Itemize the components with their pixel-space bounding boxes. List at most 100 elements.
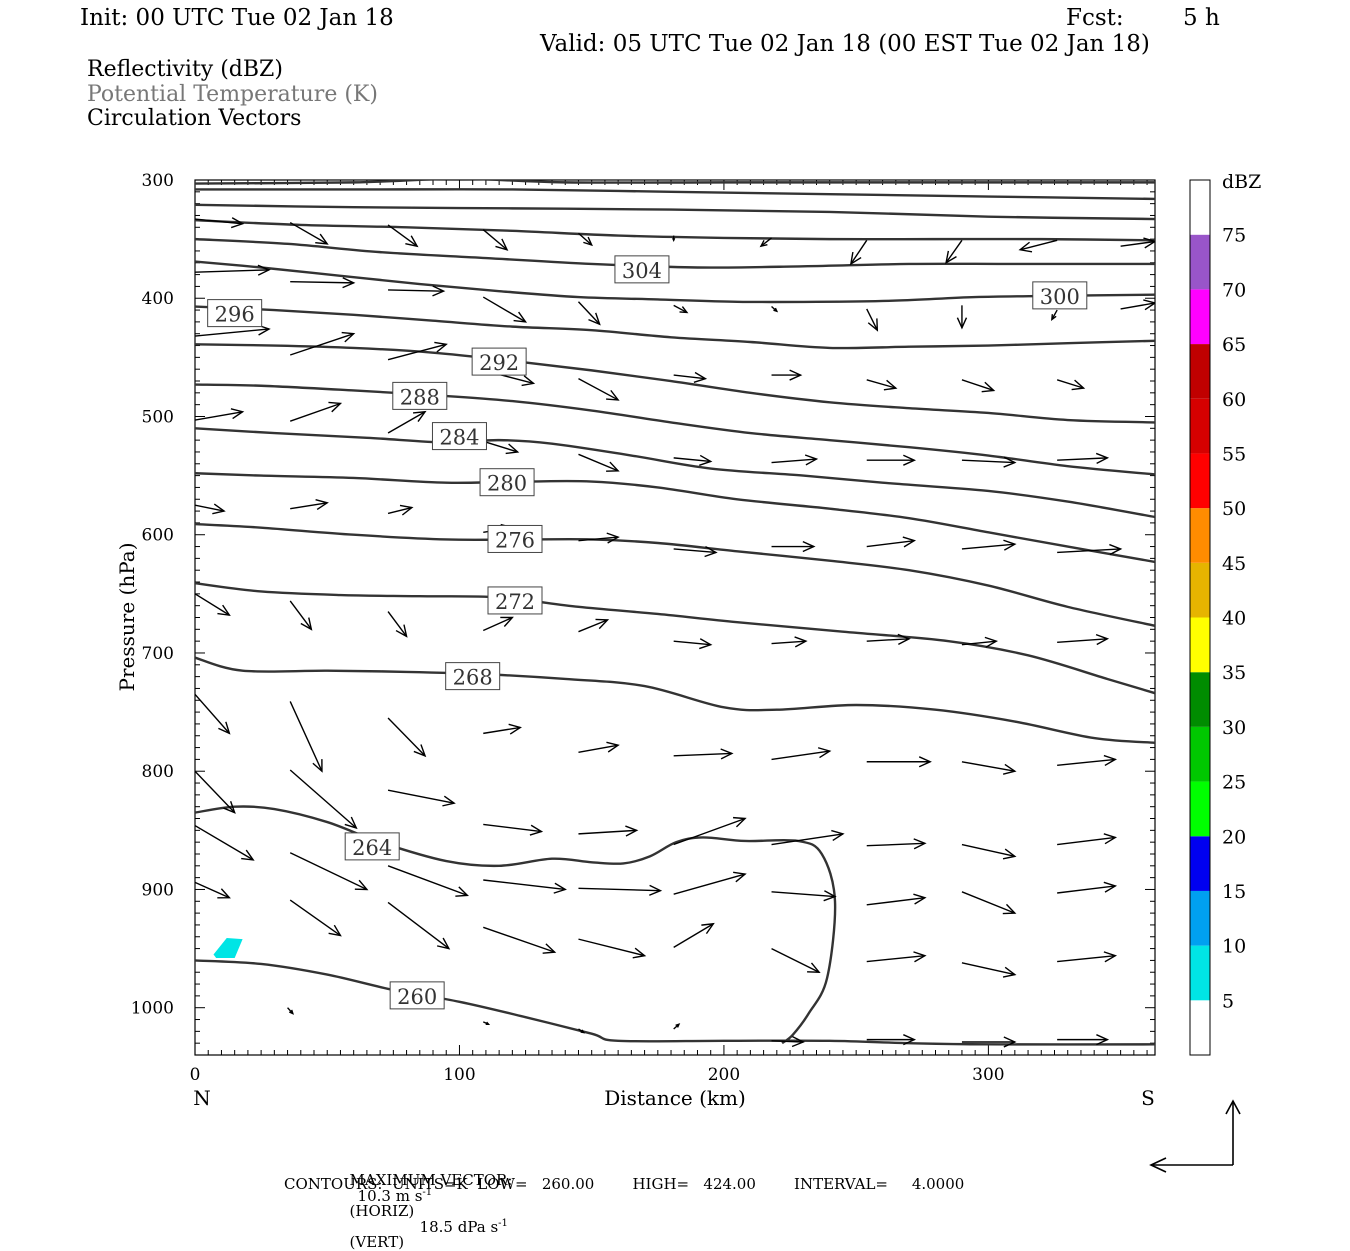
- vector-shaft: [289, 221, 328, 245]
- contour-label-text: 304: [622, 259, 662, 283]
- vector-head: [913, 838, 927, 850]
- circulation-vector: [1056, 379, 1086, 391]
- circulation-vector: [961, 636, 999, 648]
- vector-shaft: [290, 502, 328, 510]
- colorbar-level-label: 65: [1222, 334, 1246, 356]
- vector-head: [773, 307, 779, 313]
- vector-shaft: [771, 947, 820, 973]
- vector-head: [413, 744, 427, 758]
- vector-head: [984, 636, 999, 648]
- vector-shaft: [387, 506, 413, 515]
- colorbar-swatch: [1190, 672, 1210, 727]
- y-tick-label: 600: [142, 526, 174, 546]
- vector-head: [649, 884, 663, 896]
- circulation-vector: [287, 1007, 294, 1015]
- vector-shaft: [961, 640, 997, 646]
- circulation-vector: [578, 378, 620, 401]
- y-tick-label: 900: [142, 880, 174, 900]
- vector-shaft: [673, 640, 711, 646]
- circulation-vector: [1057, 951, 1118, 963]
- fcst-value: 5 h: [1183, 5, 1220, 31]
- circulation-vector: [771, 1036, 805, 1048]
- vector-head: [1143, 237, 1155, 249]
- circulation-vector: [289, 401, 343, 422]
- vector-head: [315, 233, 329, 245]
- vector-head: [1103, 754, 1118, 767]
- contour-label-box: [392, 381, 448, 410]
- valid-time: Valid: 05 UTC Tue 02 Jan 18 (00 EST Tue …: [540, 31, 1150, 57]
- vector-head: [288, 1009, 294, 1015]
- vector-head: [817, 747, 832, 759]
- theta-contour-284: [195, 427, 1155, 519]
- circulation-vector: [195, 770, 236, 814]
- vector-shaft: [289, 899, 341, 937]
- x-axis: 0 100 200 300: [190, 1065, 1005, 1085]
- vector-head: [902, 536, 917, 548]
- circulation-vector: [771, 636, 808, 648]
- circulation-vector: [483, 879, 567, 894]
- vector-shaft: [961, 459, 1015, 464]
- colorbar-swatch: [1190, 180, 1210, 235]
- vector-shaft: [945, 239, 963, 264]
- colorbar-swatch: [1190, 890, 1210, 946]
- circulation-vector: [578, 618, 610, 633]
- contour-label-text: 260: [397, 985, 437, 1009]
- circulation-vector: [673, 638, 713, 650]
- vector-head: [701, 922, 715, 935]
- vector-shaft: [961, 962, 1015, 976]
- vector-shaft: [1120, 302, 1155, 310]
- circulation-vector: [578, 232, 593, 247]
- y-tick-label: 300: [142, 171, 174, 191]
- circulation-vector: [1051, 309, 1058, 322]
- vert-tag: (VERT): [349, 1233, 405, 1251]
- circulation-vector: [195, 881, 231, 899]
- vector-head: [413, 410, 427, 422]
- vector-shaft: [866, 897, 926, 906]
- circulation-vectors: [195, 217, 1155, 1048]
- colorbar-level-label: 30: [1222, 717, 1246, 739]
- circulation-vector: [289, 899, 342, 937]
- vector-head: [595, 618, 610, 630]
- circulation-vector: [866, 308, 879, 332]
- circulation-vector: [388, 285, 446, 297]
- circulation-vector: [866, 379, 898, 391]
- contour-label-text: 268: [453, 666, 493, 690]
- circulation-vector: [387, 717, 427, 758]
- vector-head: [553, 882, 567, 894]
- circulation-vector: [1057, 452, 1110, 464]
- contour-label-text: 264: [352, 836, 392, 860]
- reflectivity-cell: [213, 937, 243, 959]
- vector-head: [849, 251, 862, 266]
- vector-head: [505, 443, 520, 455]
- vector-head: [542, 943, 557, 954]
- vector-head: [1109, 543, 1123, 556]
- circulation-vector: [387, 410, 427, 434]
- vector-shaft: [1057, 885, 1116, 894]
- vector-head: [733, 816, 747, 828]
- north-label: N: [193, 1086, 211, 1110]
- vector-shaft: [195, 504, 225, 512]
- plot-frame: [194, 179, 1156, 1056]
- vector-shaft: [578, 744, 619, 753]
- circulation-vector: [961, 379, 996, 393]
- circulation-vector: [1120, 237, 1155, 249]
- vector-shaft: [578, 887, 661, 892]
- theta-contour-320: [195, 180, 1155, 185]
- vector-head: [1071, 379, 1086, 391]
- vector-head: [632, 947, 647, 959]
- circulation-vector: [195, 217, 245, 229]
- circulation-vector: [945, 239, 963, 265]
- circulation-vector: [1120, 299, 1155, 311]
- colorbar-frame: [1189, 179, 1211, 1056]
- vector-shaft: [482, 616, 513, 632]
- vector-shaft: [866, 638, 910, 642]
- contour-label-box: [614, 255, 670, 284]
- vector-shaft: [195, 881, 230, 899]
- vector-shaft: [1019, 239, 1058, 251]
- vector-head: [354, 879, 369, 891]
- vector-head: [583, 236, 593, 247]
- vector-head: [1002, 903, 1017, 915]
- circulation-vector: [961, 891, 1017, 915]
- vector-head: [1103, 881, 1118, 893]
- max-vector-title: MAXIMUM VECTOR:: [349, 1171, 513, 1189]
